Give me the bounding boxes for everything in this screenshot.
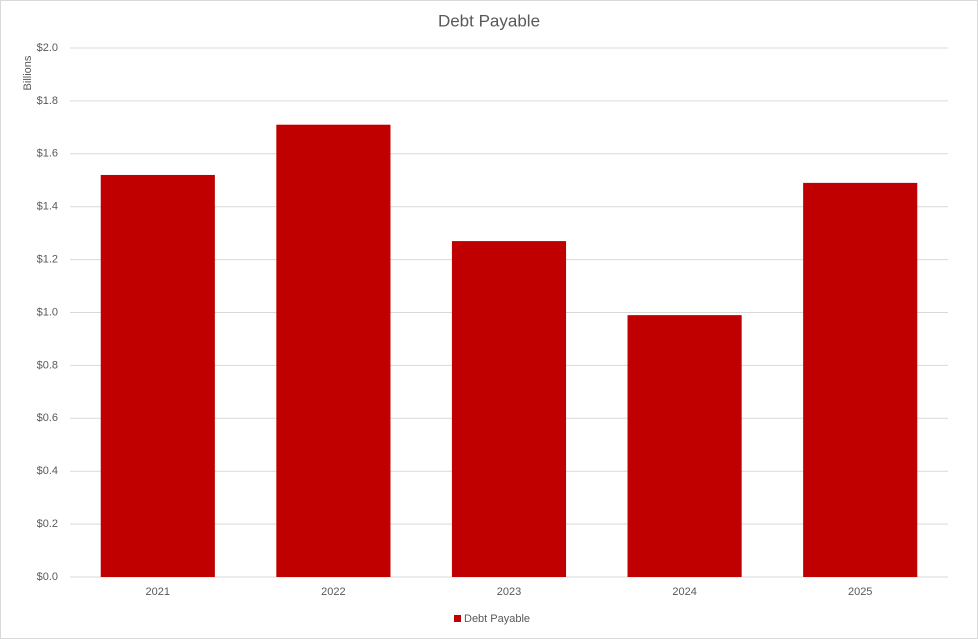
x-tick-label: 2024	[672, 586, 696, 598]
y-tick-label: $1.2	[37, 254, 58, 266]
y-tick-label: $1.0	[37, 306, 58, 318]
bar	[803, 182, 918, 577]
y-tick-label: $1.4	[37, 201, 58, 213]
y-tick-label: $1.6	[37, 148, 58, 160]
bar	[100, 174, 215, 577]
bar	[451, 241, 567, 577]
legend-label: Debt Payable	[464, 613, 530, 625]
y-tick-label: $2.0	[37, 42, 58, 54]
y-axis-label: Billions	[22, 55, 34, 90]
y-tick-label: $0.6	[37, 412, 58, 424]
y-tick-label: $0.0	[37, 571, 58, 583]
x-tick-label: 2022	[321, 586, 345, 598]
y-tick-label: $0.8	[37, 359, 58, 371]
legend-swatch	[454, 615, 461, 622]
y-tick-label: $0.4	[37, 465, 58, 477]
y-tick-label: $0.2	[37, 518, 58, 530]
x-tick-label: 2025	[848, 586, 872, 598]
bar	[627, 315, 742, 577]
chart-title: Debt Payable	[438, 11, 540, 30]
x-tick-label: 2021	[146, 586, 170, 598]
bar	[276, 124, 391, 577]
y-tick-label: $1.8	[37, 95, 58, 107]
x-tick-label: 2023	[497, 586, 521, 598]
